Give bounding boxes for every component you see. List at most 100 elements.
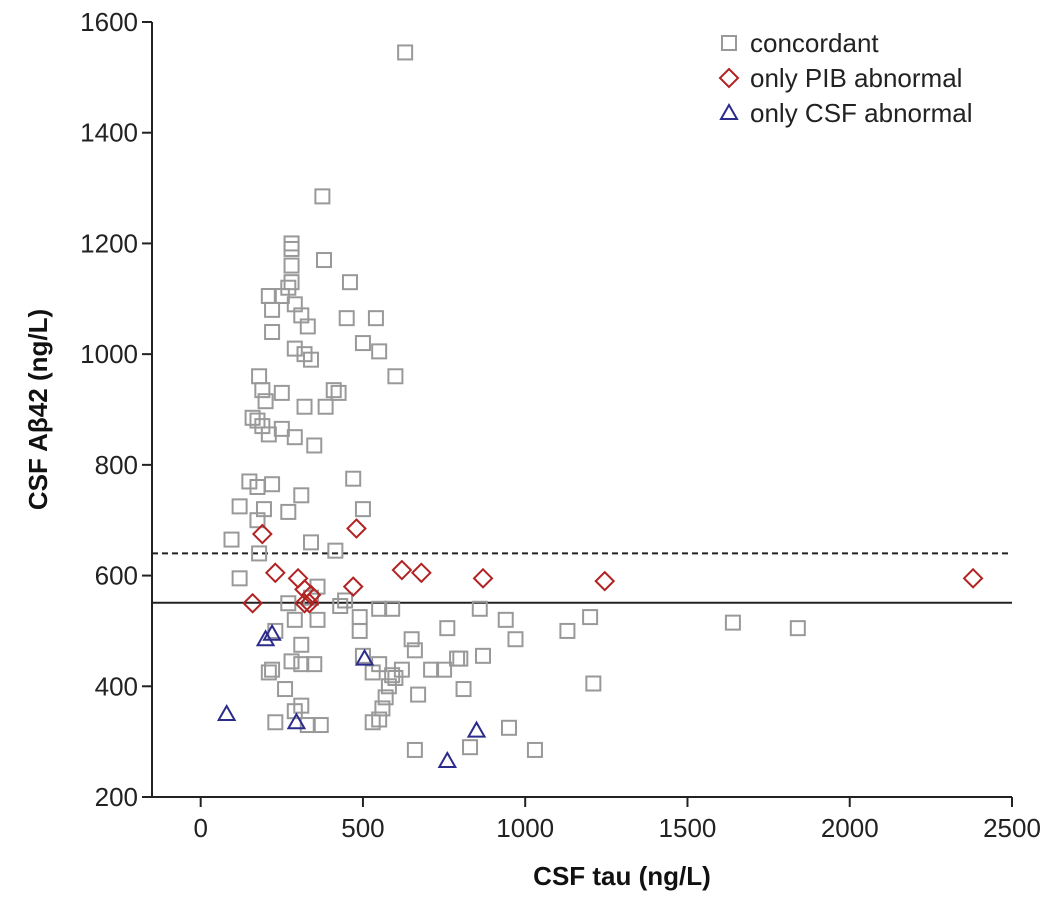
square-point	[264, 301, 281, 318]
square-point	[455, 681, 472, 698]
square-point	[439, 620, 456, 637]
legend-marker-square	[721, 35, 737, 51]
square-point	[338, 310, 355, 327]
triangle-point	[466, 720, 487, 738]
square-point	[223, 531, 240, 548]
square-point	[406, 741, 423, 758]
square-point	[293, 636, 310, 653]
y-tick-label: 800	[95, 450, 138, 480]
square-point	[293, 487, 310, 504]
diamond-point	[251, 523, 273, 545]
square-point	[286, 340, 303, 357]
y-tick-label: 1200	[80, 228, 138, 258]
square-point	[251, 545, 268, 562]
square-point	[260, 664, 277, 681]
square-point	[410, 686, 427, 703]
square-point	[306, 437, 323, 454]
x-tick-label: 1000	[496, 813, 554, 843]
square-point	[403, 631, 420, 648]
square-point	[286, 611, 303, 628]
square-point	[364, 714, 381, 731]
square-point	[231, 570, 248, 587]
diamond-point	[294, 592, 315, 614]
legend: concordant only PIB abnormal only CSF abno…	[718, 28, 973, 128]
square-point	[303, 351, 320, 368]
square-point	[374, 700, 391, 717]
diamond-point	[298, 592, 320, 614]
x-ticks: 0 500 1000 1500 2000 2500	[193, 797, 1041, 843]
square-point	[406, 642, 423, 659]
square-point	[283, 653, 300, 670]
square-point	[380, 678, 397, 695]
square-point	[249, 479, 266, 495]
square-point	[332, 598, 349, 615]
diamond-point	[594, 570, 616, 592]
square-point	[299, 318, 316, 335]
square-point	[283, 240, 300, 257]
square-point	[317, 398, 334, 415]
square-point	[264, 324, 281, 340]
square-point	[452, 650, 469, 667]
square-point	[436, 661, 453, 678]
y-axis-title: CSF Aβ42 (ng/L)	[23, 309, 53, 510]
square-point	[231, 498, 248, 515]
square-point	[293, 697, 310, 714]
square-point	[254, 382, 271, 399]
y-tick-label: 600	[95, 561, 138, 591]
square-point	[377, 689, 394, 706]
square-point	[283, 257, 300, 274]
x-tick-label: 500	[341, 813, 384, 843]
square-point	[582, 609, 599, 626]
square-point	[475, 647, 492, 664]
square-point	[273, 384, 290, 401]
square-point	[257, 393, 274, 410]
axes	[151, 22, 1012, 798]
square-point	[286, 429, 303, 446]
x-tick-label: 0	[193, 813, 207, 843]
x-axis-title: CSF tau (ng/L)	[533, 861, 711, 891]
square-point	[260, 288, 277, 305]
square-point	[585, 675, 602, 692]
square-point	[559, 622, 576, 639]
square-point	[306, 656, 323, 673]
square-point	[351, 622, 368, 639]
triangle-point	[437, 751, 458, 769]
square-point	[351, 609, 368, 626]
square-point	[277, 681, 294, 698]
square-point	[354, 335, 371, 352]
square-point	[462, 739, 479, 756]
square-point	[249, 512, 266, 529]
y-ticks: 200 400 600 800 1000 1200 1400 1600	[80, 7, 152, 812]
square-point	[312, 717, 329, 734]
diamond-point	[242, 592, 264, 614]
square-point	[325, 382, 342, 399]
diamond-point	[962, 567, 984, 589]
square-point	[507, 631, 524, 648]
square-point	[724, 614, 741, 631]
square-point	[251, 368, 268, 385]
diamond-point	[472, 567, 494, 589]
square-point	[397, 44, 414, 61]
square-point	[327, 542, 344, 559]
square-point	[249, 412, 266, 429]
square-point	[471, 600, 488, 617]
square-point	[264, 661, 281, 678]
legend-label: only CSF abnormal	[750, 98, 973, 128]
square-point	[526, 741, 543, 758]
diamond-point	[410, 562, 432, 584]
y-tick-label: 200	[95, 782, 138, 812]
x-tick-label: 2500	[983, 813, 1041, 843]
diamond-point	[264, 562, 286, 584]
square-point	[330, 384, 347, 401]
square-point	[371, 343, 388, 360]
square-point	[280, 503, 297, 520]
diamond-point	[300, 584, 322, 606]
square-point	[345, 470, 362, 487]
square-point	[367, 310, 384, 327]
x-tick-label: 1500	[659, 813, 717, 843]
square-point	[241, 473, 258, 490]
square-point	[384, 667, 401, 684]
diamond-point	[346, 518, 367, 539]
square-point	[449, 650, 466, 667]
